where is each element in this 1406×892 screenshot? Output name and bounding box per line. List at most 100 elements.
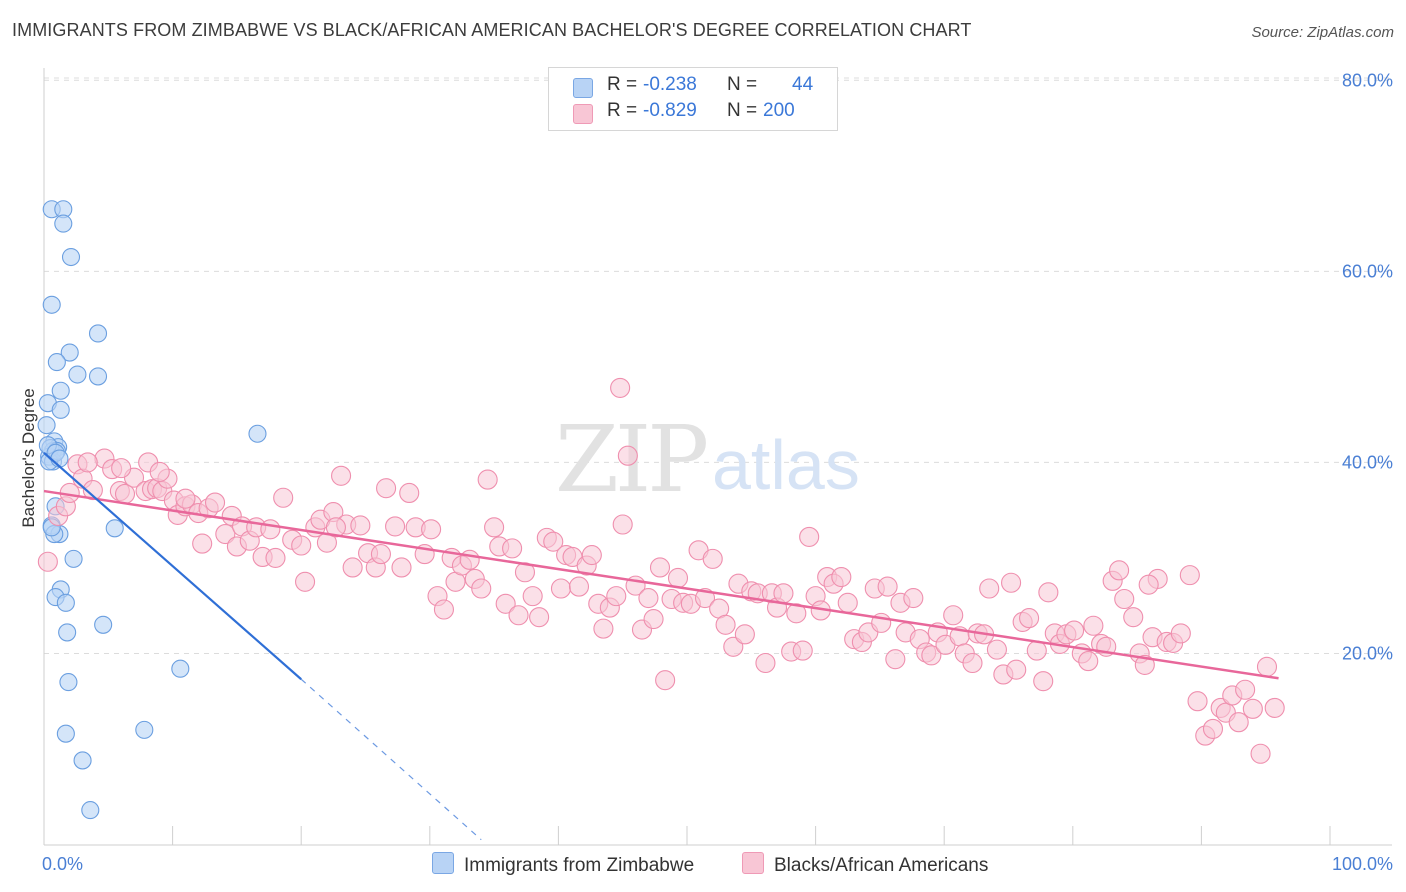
series-black-african-american-points <box>37 377 1285 764</box>
data-point-black-african-american <box>1083 615 1104 636</box>
data-point-zimbabwe <box>135 720 154 739</box>
data-point-black-african-american <box>376 478 397 499</box>
data-point-black-african-american <box>921 645 942 666</box>
data-point-black-african-american <box>1033 671 1054 692</box>
data-point-zimbabwe <box>105 519 124 538</box>
data-point-black-african-american <box>550 578 572 599</box>
data-point-zimbabwe <box>59 673 78 692</box>
legend-swatch-blue <box>573 78 593 98</box>
data-point-zimbabwe <box>37 416 56 435</box>
data-point-black-african-american <box>786 603 807 624</box>
data-point-zimbabwe <box>68 365 87 384</box>
data-point-zimbabwe <box>64 549 83 568</box>
data-point-black-african-american <box>612 514 633 535</box>
data-point-black-african-american <box>273 487 294 508</box>
data-point-zimbabwe <box>73 751 92 770</box>
data-point-black-african-american <box>484 517 505 538</box>
data-point-black-african-american <box>755 652 776 674</box>
legend-n-value: 44 <box>792 74 814 95</box>
data-point-black-african-american <box>568 576 590 597</box>
data-point-black-african-american <box>723 636 744 657</box>
data-point-black-african-american <box>350 515 371 536</box>
data-point-black-african-american <box>399 482 420 504</box>
data-point-black-african-american <box>1256 656 1278 677</box>
data-point-black-african-american <box>37 551 58 572</box>
data-point-black-african-american <box>111 458 132 479</box>
data-point-black-african-american <box>1038 582 1059 603</box>
trend-lines <box>43 452 1279 841</box>
data-point-zimbabwe <box>61 247 81 267</box>
trendline-black-african-american <box>43 489 1279 680</box>
data-point-black-african-american <box>204 492 226 513</box>
data-point-black-african-american <box>291 535 312 556</box>
data-point-black-african-american <box>979 578 1000 599</box>
data-point-zimbabwe <box>88 324 108 343</box>
data-point-black-african-american <box>529 607 550 628</box>
data-point-black-african-american <box>522 586 543 607</box>
data-point-black-african-american <box>1064 620 1085 641</box>
data-point-black-african-american <box>471 578 492 599</box>
data-point-black-african-american <box>1179 565 1200 586</box>
data-point-black-african-american <box>667 567 689 589</box>
data-point-black-african-american <box>1123 607 1144 628</box>
legend-swatch-pink <box>573 104 593 124</box>
data-point-zimbabwe <box>54 214 73 233</box>
data-point-zimbabwe <box>88 367 108 386</box>
data-point-black-african-american <box>385 516 406 537</box>
data-point-black-african-american <box>649 557 671 578</box>
data-point-zimbabwe <box>56 724 75 743</box>
data-point-zimbabwe <box>50 449 69 468</box>
data-point-black-african-american <box>1228 712 1249 733</box>
data-point-black-african-american <box>943 605 964 626</box>
chart-title: IMMIGRANTS FROM ZIMBABWE VS BLACK/AFRICA… <box>12 20 972 40</box>
data-point-zimbabwe <box>58 623 77 642</box>
data-point-zimbabwe <box>60 343 79 362</box>
data-point-zimbabwe <box>51 400 70 419</box>
data-point-black-african-american <box>694 587 716 609</box>
data-point-black-african-american <box>962 652 983 674</box>
data-point-black-african-american <box>421 519 442 540</box>
data-point-black-african-american <box>638 587 659 609</box>
data-point-black-african-american <box>643 609 664 630</box>
data-point-black-african-american <box>331 465 352 486</box>
data-point-black-african-american <box>192 533 213 554</box>
x-tick-label: 100.0% <box>1332 854 1393 874</box>
data-point-black-african-american <box>1001 572 1022 593</box>
data-point-black-african-american <box>1187 691 1208 712</box>
legend-r-label: R = <box>607 100 638 121</box>
data-point-black-african-american <box>543 531 564 552</box>
data-point-zimbabwe <box>42 295 61 314</box>
data-point-black-african-american <box>1114 588 1135 610</box>
data-point-black-african-american <box>325 517 346 538</box>
data-point-black-african-american <box>1138 574 1159 595</box>
data-point-black-african-american <box>77 452 98 473</box>
data-point-black-african-american <box>837 592 858 613</box>
data-point-black-african-american <box>655 670 676 691</box>
data-point-black-african-american <box>1078 651 1099 672</box>
data-point-black-african-american <box>370 544 391 565</box>
data-point-black-african-american <box>459 549 480 570</box>
data-point-black-african-american <box>260 519 281 540</box>
data-point-black-african-american <box>1202 718 1224 739</box>
y-axis-label: Bachelor's Degree <box>19 388 38 527</box>
bottom-legend-swatch-pink <box>742 852 764 874</box>
svg-text:atlas: atlas <box>712 426 860 504</box>
data-point-black-african-american <box>877 576 898 597</box>
x-tick-label: 0.0% <box>42 854 83 874</box>
data-point-black-african-american <box>175 488 196 509</box>
data-point-zimbabwe <box>47 353 66 372</box>
data-point-black-african-american <box>885 649 906 670</box>
data-point-black-african-american <box>433 599 454 620</box>
data-point-black-african-american <box>903 587 924 609</box>
legend-r-label: R = <box>607 74 638 95</box>
data-point-black-african-american <box>391 557 412 578</box>
bottom-legend-black-african-american: Blacks/African Americans <box>742 852 988 877</box>
legend-r-value: -0.238 <box>643 74 697 95</box>
tick-labels: 20.0% 40.0% 60.0% 80.0% 0.0% 100.0% <box>42 70 1393 874</box>
data-point-zimbabwe <box>81 801 100 820</box>
data-point-zimbabwe <box>94 615 113 634</box>
y-tick-label: 40.0% <box>1342 452 1393 472</box>
data-point-black-african-american <box>215 523 236 545</box>
data-point-black-african-american <box>610 377 631 398</box>
